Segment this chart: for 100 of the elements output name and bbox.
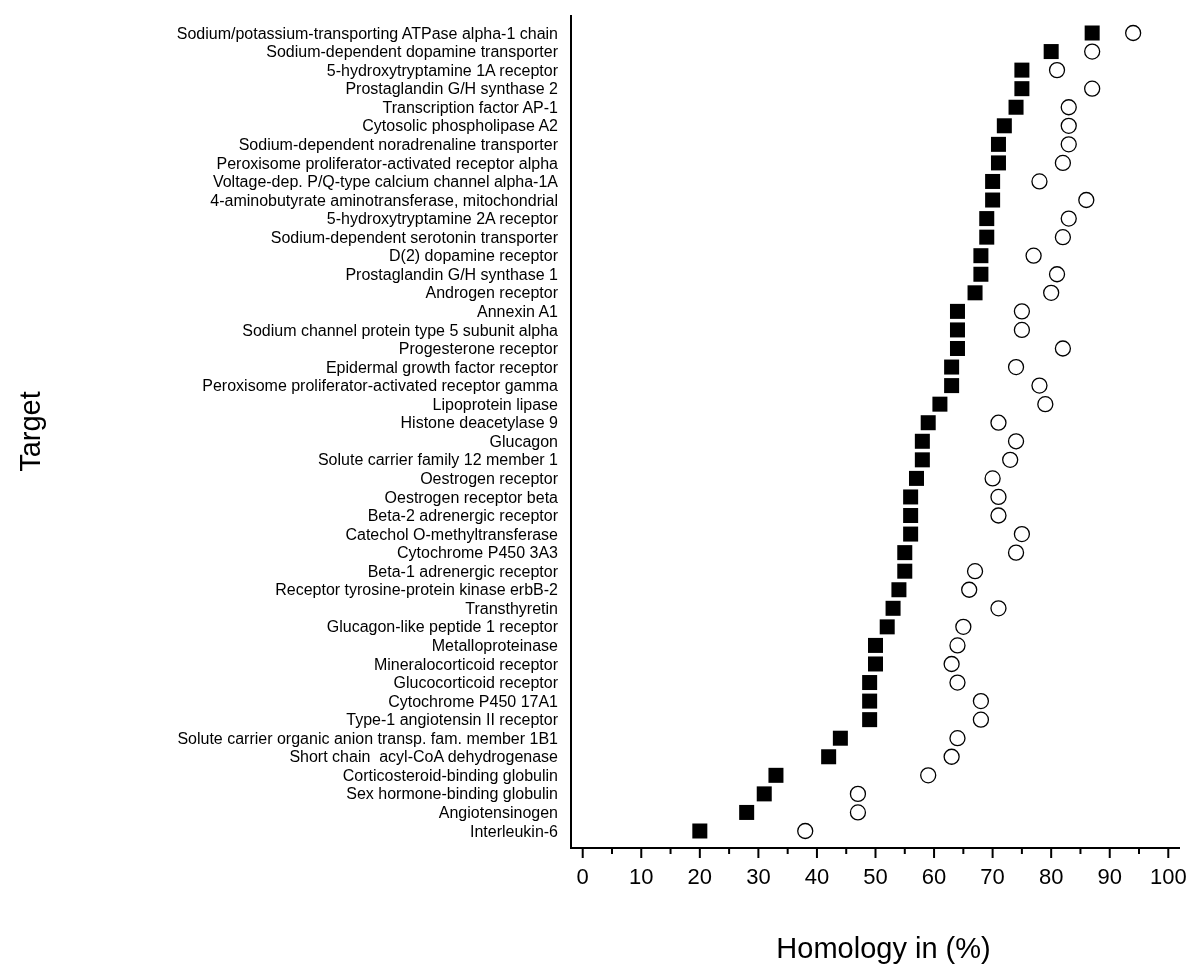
y-tick-label: 5-hydroxytryptamine 2A receptor	[326, 210, 559, 228]
point	[990, 136, 1006, 152]
x-tick-label: 40	[804, 864, 830, 889]
point	[967, 285, 983, 301]
y-tick-label: Histone deacetylase 9	[400, 414, 559, 432]
y-tick-label: Cytochrome P450 17A1	[388, 692, 559, 710]
y-tick-label: Glucagon-like peptide 1 receptor	[326, 618, 559, 636]
point	[914, 433, 930, 449]
y-tick-label: Beta-1 adrenergic receptor	[367, 562, 559, 580]
x-tick-label: 10	[629, 864, 654, 889]
y-tick-label: Sodium/potassium-transporting ATPase alpha-1 chain	[176, 24, 558, 42]
point	[903, 489, 919, 505]
point	[979, 211, 995, 227]
y-tick-label: Mineralocorticoid receptor	[373, 655, 559, 673]
point	[984, 470, 1001, 487]
point	[949, 674, 966, 691]
point	[1125, 24, 1142, 42]
point	[1060, 99, 1077, 116]
point	[903, 508, 919, 524]
point	[879, 619, 895, 635]
point	[849, 804, 867, 821]
point	[1078, 191, 1095, 209]
point	[1007, 358, 1025, 376]
point	[868, 656, 883, 672]
y-tick-label: Lipoprotein lipase	[432, 395, 559, 413]
point	[692, 823, 708, 839]
point	[943, 655, 960, 673]
x-tick-label: 90	[1097, 864, 1122, 889]
point	[908, 470, 924, 486]
point	[943, 748, 960, 765]
y-tick-label: Solute carrier family 12 member 1	[317, 451, 559, 469]
y-tick-label: Solute carrier organic anion transp. fam. member 1B1	[177, 729, 559, 747]
point	[1013, 525, 1031, 543]
y-tick-label: Cytosolic phospholipase A2	[362, 117, 559, 135]
point	[949, 322, 965, 338]
point	[920, 415, 936, 431]
y-tick-label: 5-hydroxytryptamine 1A receptor	[326, 61, 559, 79]
y-tick-label: Interleukin-6	[469, 822, 559, 840]
y-tick-label: Epidermal growth factor receptor	[325, 358, 559, 376]
y-tick-label: Sodium channel protein type 5 subunit alpha	[242, 321, 559, 339]
point	[1007, 544, 1025, 561]
point	[1054, 340, 1072, 357]
point	[891, 582, 907, 598]
point	[949, 637, 966, 654]
point	[979, 229, 995, 245]
point	[832, 730, 848, 746]
point	[768, 767, 784, 783]
point	[972, 692, 990, 710]
x-tick-label: 60	[921, 864, 947, 889]
y-tick-label: Short chain acyl-CoA dehydrogenase	[289, 748, 559, 766]
y-tick-label: Sodium-dependent serotonin transporter	[270, 228, 559, 246]
y-tick-label: Sex hormone-binding globulin	[346, 785, 558, 803]
y-tick-label: Voltage-dep. P/Q-type calcium channel alpha-1A	[212, 173, 559, 191]
point	[1037, 396, 1054, 413]
point	[1060, 117, 1077, 134]
point	[972, 711, 990, 728]
point	[897, 563, 913, 579]
point	[1054, 154, 1072, 172]
point	[868, 637, 883, 653]
point	[862, 712, 878, 728]
y-tick-label: Androgen receptor	[425, 284, 559, 302]
y-tick-label: Progesterone receptor	[398, 340, 559, 358]
point	[1031, 173, 1048, 190]
y-tick-label: Sodium-dependent dopamine transporter	[266, 43, 559, 61]
x-tick-label: 50	[863, 864, 888, 889]
point	[949, 303, 965, 319]
x-tick-label: 30	[746, 864, 771, 889]
point	[797, 822, 814, 840]
point	[897, 545, 913, 561]
y-tick-label: Type-1 angiotensin II receptor	[346, 711, 559, 729]
point	[996, 118, 1012, 134]
point	[1060, 136, 1077, 153]
point	[1084, 43, 1101, 60]
x-tick-label: 20	[687, 864, 713, 889]
y-tick-label: Prostaglandin G/H synthase 1	[345, 265, 559, 283]
y-tick-label: Glucocorticoid receptor	[393, 674, 559, 692]
point	[1025, 247, 1042, 264]
point	[1043, 44, 1059, 60]
point	[1048, 266, 1066, 283]
point	[1048, 61, 1066, 79]
point	[944, 378, 960, 394]
point	[990, 507, 1007, 524]
point	[990, 155, 1006, 171]
y-tick-label: Catechol O-methyltransferase	[345, 525, 559, 543]
point	[914, 452, 930, 468]
point	[756, 786, 772, 802]
x-tick-label: 80	[1038, 864, 1064, 889]
y-tick-label: Transthyretin	[465, 599, 558, 617]
x-tick-label: 0	[576, 864, 589, 889]
x-tick-label: 70	[980, 864, 1005, 889]
y-tick-label: Annexin A1	[477, 302, 559, 320]
point	[973, 266, 989, 282]
point	[985, 173, 1001, 189]
point	[1054, 228, 1072, 246]
point	[966, 563, 984, 580]
point	[1007, 433, 1025, 450]
point	[920, 767, 937, 784]
point	[944, 359, 960, 375]
y-tick-label: 4-aminobutyrate aminotransferase, mitochondrial	[210, 191, 558, 209]
y-axis-title: Target	[14, 391, 46, 472]
